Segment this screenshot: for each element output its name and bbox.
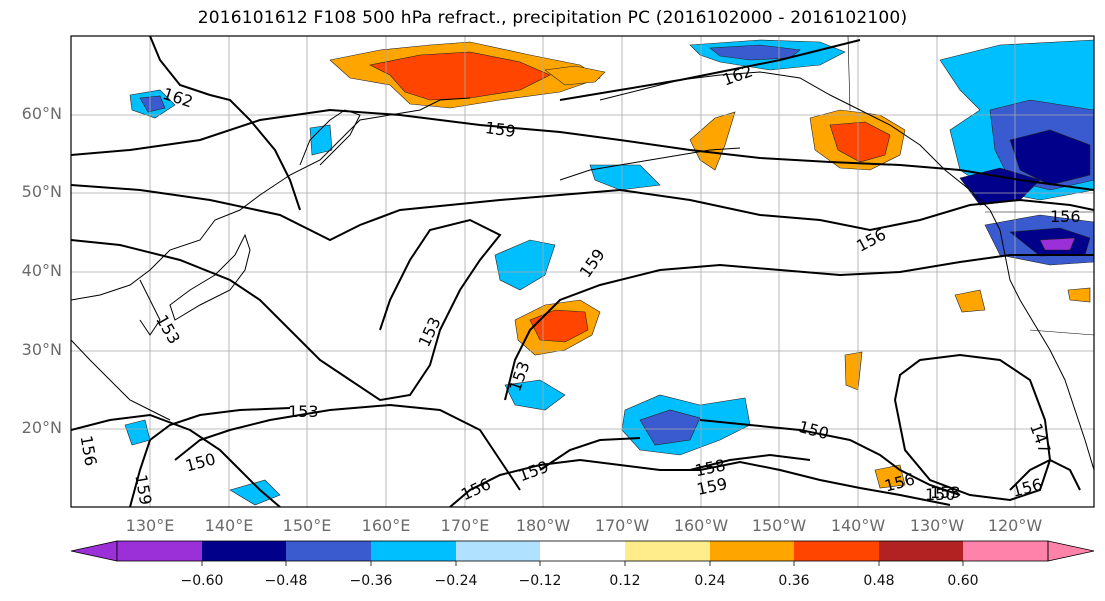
colorbar-tick-label: −0.36 [349, 573, 393, 589]
colorbar-bin [625, 541, 710, 561]
colorbar-bin [117, 541, 202, 561]
lat-tick-label: 20°N [21, 418, 62, 437]
plot-area: 162 162 159 159 156 156 153 153 153 153 … [71, 36, 1094, 507]
lat-tick-label: 40°N [21, 261, 62, 280]
precip-patch [529, 309, 589, 343]
refractivity-contours [71, 36, 1094, 507]
colorbar-bin [963, 541, 1048, 561]
coastline-japan [169, 233, 251, 321]
contour-label: 150 [925, 485, 956, 504]
colorbar-bin [794, 541, 879, 561]
lat-tick-label: 30°N [21, 340, 62, 359]
colorbar-tick-label: 0.60 [947, 573, 979, 589]
colorbar-tick-label: −0.12 [518, 573, 562, 589]
colorbar-bin [710, 541, 794, 561]
precip-patch [829, 121, 891, 163]
colorbar-tick-label: −0.48 [264, 573, 308, 589]
colorbar [70, 540, 1095, 566]
coastline-asia [71, 97, 471, 301]
coastline-aleutians [559, 147, 741, 181]
colorbar-bin [286, 541, 371, 561]
lon-tick-label: 180°W [515, 516, 571, 535]
lon-tick-label: 150°W [751, 516, 807, 535]
lat-tick-label: 50°N [21, 182, 62, 201]
coastline-korea [139, 279, 161, 336]
precip-patch [954, 289, 986, 313]
precip-patch [1067, 287, 1091, 303]
colorbar-tick-label: −0.60 [180, 573, 224, 589]
lon-tick-label: 170°W [594, 516, 650, 535]
precip-patch [1009, 129, 1091, 186]
borders [847, 36, 1094, 336]
map-title: 2016101612 F108 500 hPa refract., precip… [197, 8, 908, 28]
colorbar-tick-label: 0.12 [609, 573, 641, 589]
colorbar-bin [371, 541, 456, 561]
colorbar-tick-label: −0.24 [434, 573, 478, 589]
lat-tick-label: 60°N [21, 104, 62, 123]
colorbar-bin [540, 541, 625, 561]
lon-tick-label: 130°W [909, 516, 965, 535]
contour-label: 153 [930, 483, 961, 502]
lon-tick-label: 160°W [673, 516, 729, 535]
precip-patch [1039, 237, 1076, 251]
contour-153b [504, 254, 1094, 401]
contour-159 [71, 108, 1094, 191]
contour-147 [893, 353, 1052, 502]
contour-162b [559, 39, 861, 101]
colorbar-tick-label: 0.36 [778, 573, 810, 589]
contour-159b [129, 407, 291, 507]
border-alaska [847, 36, 851, 111]
contour-156 [71, 184, 1094, 242]
contour-label: 153 [288, 402, 319, 421]
lon-tick-label: 130°E [125, 516, 175, 535]
colorbar-low-extend [70, 540, 118, 562]
coastline-china [71, 339, 171, 421]
border-us-mexico [1029, 329, 1094, 336]
precip-patch [959, 167, 1041, 206]
contour-158 [689, 453, 811, 471]
colorbar-bin [879, 541, 963, 561]
lon-tick-label: 120°W [987, 516, 1043, 535]
lon-tick-label: 150°E [282, 516, 332, 535]
contour-label: 159 [484, 118, 517, 141]
precip-patch [494, 239, 556, 291]
plot-frame [70, 35, 1095, 508]
precip-patch [369, 51, 551, 101]
colorbar-tick-label: 0.48 [863, 573, 895, 589]
contour-153 [71, 218, 502, 402]
lon-tick-label: 160°E [361, 516, 411, 535]
colorbar-bin [202, 541, 286, 561]
colorbar-high-extend [1047, 540, 1095, 562]
contour-162 [149, 36, 301, 211]
colorbar-bin [456, 541, 540, 561]
contour-label: 156 [1050, 207, 1081, 226]
lon-tick-label: 170°E [440, 516, 490, 535]
precip-patch [544, 65, 606, 86]
precip-patch [139, 95, 166, 113]
contour-150b [174, 403, 521, 491]
contour-159c [539, 437, 641, 471]
colorbar-tick-label: 0.24 [694, 573, 726, 589]
lon-tick-label: 140°E [204, 516, 254, 535]
contour-150 [71, 413, 281, 507]
contour-156c [1009, 458, 1081, 491]
precip-patches [124, 39, 1094, 506]
contour-150c [699, 419, 961, 496]
precip-patch [874, 464, 906, 489]
coastline-westcoast [989, 209, 1094, 471]
precip-patch [504, 379, 566, 411]
contour-156b [449, 458, 951, 507]
lon-tick-label: 140°W [830, 516, 886, 535]
precip-patch [589, 164, 661, 191]
